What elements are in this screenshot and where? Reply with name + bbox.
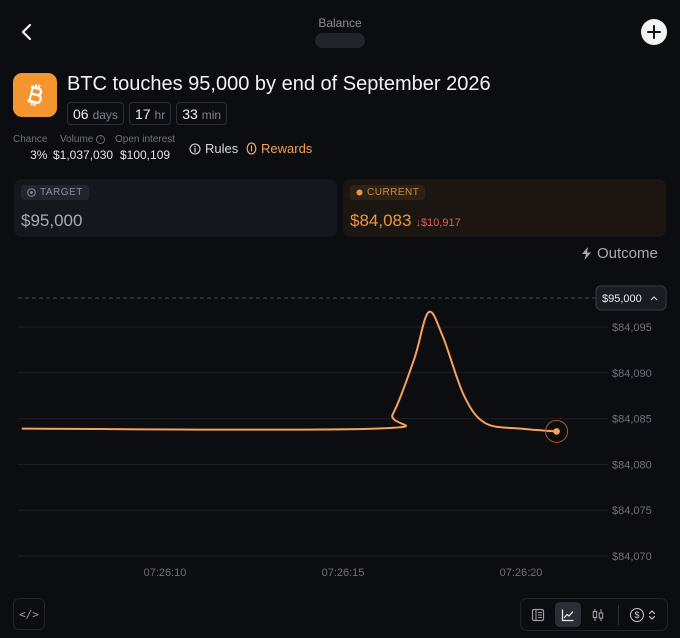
chance-label: Chance	[13, 134, 48, 145]
info-icon[interactable]: i	[96, 135, 106, 144]
price-chart[interactable]: $95,000 $84,095$84,090$84,085$84,080$84,…	[0, 280, 680, 580]
open-interest-stat: Open interest $100,109	[115, 134, 175, 162]
toolbar-divider	[618, 604, 619, 625]
volume-value: $1,037,030	[53, 148, 114, 162]
volume-label-row: Volume i	[53, 134, 113, 145]
y-axis: $84,095 $84,090 $84,085 $84,080 $84,075 $84,0…	[612, 322, 652, 563]
chart-toolbar: $	[520, 598, 668, 631]
candlestick-chart-button[interactable]	[585, 602, 611, 627]
current-value: $84,083	[350, 211, 412, 230]
coin-icon	[246, 142, 257, 155]
open-interest-label: Open interest	[115, 134, 176, 145]
current-tag: CURRENT	[350, 185, 426, 200]
rules-label: Rules	[205, 141, 239, 156]
countdown: 06 days 17 hr 33 min	[67, 102, 228, 125]
countdown-minutes: 33 min	[176, 102, 228, 125]
brand-logo: Outcome	[580, 245, 658, 262]
current-tag-label: CURRENT	[367, 187, 420, 198]
countdown-days-value: 06	[73, 106, 89, 122]
target-icon	[27, 188, 36, 197]
embed-code-button[interactable]: </>	[13, 598, 45, 630]
book-icon	[531, 608, 545, 621]
target-price-badge-label: $95,000	[602, 293, 642, 305]
chance-value: 3%	[30, 148, 48, 162]
countdown-days: 06 days	[67, 102, 124, 125]
y-tick-label: $84,070	[612, 551, 652, 563]
countdown-hours-value: 17	[134, 106, 151, 122]
x-tick-label: 07:26:10	[144, 567, 187, 579]
code-icon: </>	[19, 607, 39, 621]
candlestick-icon	[592, 608, 604, 621]
back-button[interactable]	[14, 18, 38, 46]
live-dot-icon	[356, 189, 363, 196]
lightning-icon	[582, 247, 591, 260]
current-value-row: $84,083 ↓$10,917	[350, 211, 461, 231]
bitcoin-icon	[13, 73, 57, 117]
x-axis: 07:26:10 07:26:15 07:26:20	[144, 567, 543, 579]
balance-value-hidden[interactable]	[315, 33, 365, 48]
chevron-up-down-icon	[648, 609, 656, 620]
target-tag-label: TARGET	[40, 187, 83, 198]
add-button[interactable]	[641, 19, 667, 45]
currency-selector[interactable]: $	[626, 607, 656, 622]
countdown-hours-unit: hr	[154, 108, 166, 122]
chance-stat: Chance 3%	[13, 134, 47, 162]
balance-label: Balance	[318, 16, 362, 30]
countdown-minutes-value: 33	[182, 106, 198, 122]
dollar-icon: $	[630, 607, 644, 622]
x-tick-label: 07:26:15	[322, 567, 365, 579]
rewards-link[interactable]: Rewards	[246, 141, 312, 156]
countdown-days-unit: days	[92, 108, 118, 122]
y-tick-label: $84,080	[612, 459, 652, 471]
target-card: TARGET $95,000	[14, 179, 337, 237]
line-chart-button[interactable]	[555, 602, 581, 627]
current-delta: ↓$10,917	[415, 217, 461, 229]
price-series-line	[21, 310, 558, 433]
target-line-group: $95,000	[18, 285, 667, 311]
plus-icon	[647, 25, 661, 39]
orderbook-view-button[interactable]	[525, 602, 551, 627]
current-card: CURRENT $84,083 ↓$10,917	[343, 179, 666, 237]
rules-link[interactable]: Rules	[189, 141, 238, 156]
x-tick-label: 07:26:20	[500, 567, 543, 579]
volume-label: Volume	[60, 134, 94, 145]
volume-stat: Volume i $1,037,030	[53, 134, 113, 162]
y-tick-label: $84,090	[612, 368, 652, 380]
chevron-up-icon	[650, 296, 658, 301]
countdown-hours: 17 hr	[128, 102, 172, 125]
last-price-halo	[545, 419, 569, 443]
chart-grid	[18, 326, 608, 557]
target-price-badge	[595, 285, 667, 311]
market-title: BTC touches 95,000 by end of September 2…	[67, 73, 491, 95]
line-chart-icon	[561, 609, 574, 621]
last-price-point	[553, 428, 560, 435]
y-tick-label: $84,075	[612, 505, 652, 517]
chevron-left-icon	[21, 23, 32, 41]
y-tick-label: $84,085	[612, 414, 652, 426]
y-tick-label: $84,095	[612, 322, 652, 334]
target-value: $95,000	[21, 211, 83, 230]
open-interest-value: $100,109	[119, 148, 171, 162]
rewards-label: Rewards	[261, 141, 313, 156]
brand-name: Outcome	[597, 245, 658, 262]
info-icon	[189, 142, 201, 155]
countdown-minutes-unit: min	[201, 108, 222, 122]
target-tag: TARGET	[21, 185, 89, 200]
